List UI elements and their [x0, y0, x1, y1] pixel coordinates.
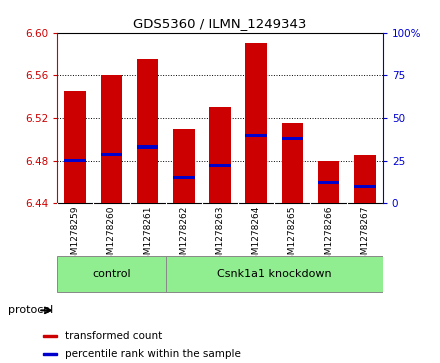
Text: GSM1278261: GSM1278261	[143, 206, 152, 266]
Bar	[282, 123, 303, 203]
Bar	[318, 160, 339, 203]
Bar	[137, 59, 158, 203]
Text: GSM1278263: GSM1278263	[216, 206, 224, 266]
Bar	[209, 107, 231, 203]
Bar	[43, 353, 57, 355]
Text: GSM1278260: GSM1278260	[107, 206, 116, 266]
Bar	[64, 159, 86, 162]
Bar	[173, 129, 194, 203]
Bar	[101, 75, 122, 203]
Bar	[209, 164, 231, 167]
Title: GDS5360 / ILMN_1249343: GDS5360 / ILMN_1249343	[133, 17, 307, 30]
Bar	[246, 43, 267, 203]
Text: GSM1278266: GSM1278266	[324, 206, 333, 266]
Bar	[354, 185, 376, 188]
Text: GSM1278262: GSM1278262	[180, 206, 188, 266]
Bar	[354, 155, 376, 203]
Text: control: control	[92, 269, 131, 279]
Text: GSM1278265: GSM1278265	[288, 206, 297, 266]
Bar	[166, 256, 383, 292]
Text: Csnk1a1 knockdown: Csnk1a1 knockdown	[217, 269, 332, 279]
Bar	[137, 146, 158, 148]
Text: GSM1278267: GSM1278267	[360, 206, 369, 266]
Text: GSM1278259: GSM1278259	[71, 206, 80, 266]
Text: GSM1278264: GSM1278264	[252, 206, 260, 266]
Text: transformed count: transformed count	[65, 331, 162, 341]
Bar	[64, 91, 86, 203]
Bar	[57, 256, 166, 292]
Bar	[173, 176, 194, 179]
Text: percentile rank within the sample: percentile rank within the sample	[65, 349, 241, 359]
Bar	[318, 181, 339, 184]
Bar	[43, 335, 57, 337]
Bar	[282, 137, 303, 140]
Bar	[101, 153, 122, 156]
Bar	[246, 134, 267, 136]
Text: protocol: protocol	[7, 305, 53, 315]
